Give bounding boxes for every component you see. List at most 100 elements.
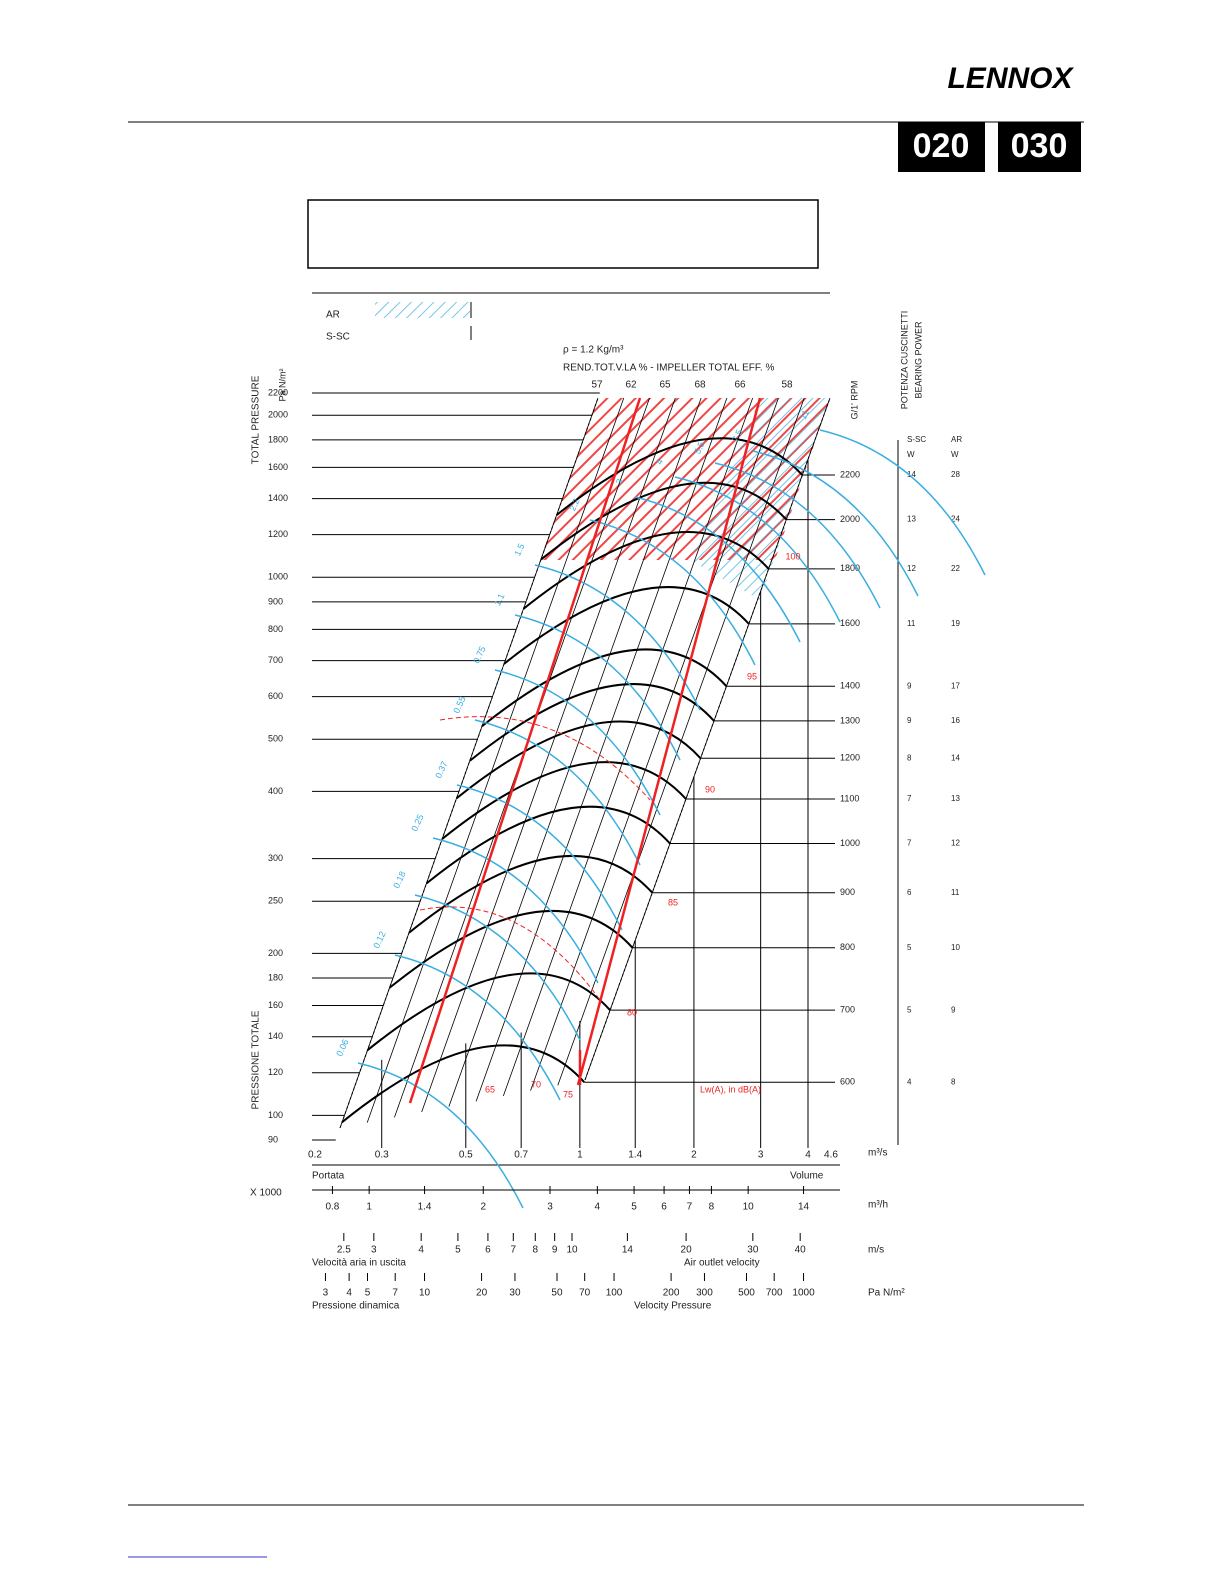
scale-label: 7 <box>392 1288 398 1299</box>
scale-title: Air outlet velocity <box>684 1258 760 1269</box>
efficiency-label: 85 <box>668 897 678 907</box>
rpm-label: 700 <box>840 1005 855 1015</box>
scale-label: 10 <box>419 1288 431 1299</box>
power-label: 7.5 <box>730 428 744 444</box>
efficiency-label: 95 <box>747 671 757 681</box>
scale-label: 14 <box>798 1202 810 1213</box>
scale-label: 0.8 <box>325 1202 339 1213</box>
fan-curve <box>455 720 702 800</box>
bearing-value: 13 <box>951 794 960 803</box>
power-label: 4 <box>654 457 665 466</box>
power-label: 0.55 <box>451 695 467 715</box>
x-tick-label: 3 <box>758 1150 764 1161</box>
scale-label: 7 <box>687 1202 693 1213</box>
model-label: 030 <box>1011 127 1068 165</box>
y-tick-label: 100 <box>268 1110 283 1120</box>
x-tick-label: 0.3 <box>375 1150 389 1161</box>
logo: LENNOX <box>947 62 1074 95</box>
legend-label: AR <box>326 310 340 321</box>
rpm-label: 900 <box>840 887 855 897</box>
power-label: 0.37 <box>433 760 449 780</box>
efficiency-label: 70 <box>531 1079 541 1089</box>
power-label: 0.12 <box>371 930 387 950</box>
fan-curve <box>441 761 687 840</box>
bearing-value: 19 <box>951 619 960 628</box>
scale-label: 3 <box>371 1245 377 1256</box>
bearing-title: BEARING POWER <box>913 321 923 399</box>
bearing-value: 9 <box>951 1005 956 1014</box>
x-tick-label: 4 <box>805 1150 811 1161</box>
rpm-label: 600 <box>840 1077 855 1087</box>
power-curve <box>357 1062 524 1209</box>
scale-label: 1.4 <box>418 1202 432 1213</box>
efficiency-label: 75 <box>563 1089 573 1099</box>
bearing-value: 7 <box>907 839 912 848</box>
x-unit: m³/s <box>868 1148 887 1159</box>
fan-curve <box>556 437 804 516</box>
bearing-value: 22 <box>951 564 960 573</box>
bearing-value: 28 <box>951 470 960 479</box>
power-label: 2.2 <box>567 497 581 513</box>
bearing-value: 9 <box>907 716 912 725</box>
efficiency-top: 58 <box>781 380 793 391</box>
y-tick-label: 600 <box>268 691 283 701</box>
y-tick-label: 1000 <box>268 572 288 582</box>
x-tick-label: 2 <box>691 1150 697 1161</box>
scale-label: 1000 <box>792 1288 815 1299</box>
scale-label: 9 <box>552 1245 558 1256</box>
y-tick-label: 1800 <box>268 434 288 444</box>
scale-label: 2 <box>480 1202 486 1213</box>
bearing-title: POTENZA CUSCINETTI <box>899 311 909 410</box>
scale-title: Velocità aria in uscita <box>312 1258 406 1269</box>
fan-curve <box>366 972 611 1051</box>
fan-curve <box>522 531 770 610</box>
scale-multiplier: X 1000 <box>250 1188 282 1199</box>
scale-label: 3 <box>323 1288 329 1299</box>
scale-title: Pressione dinamica <box>312 1301 400 1312</box>
power-curve <box>474 719 641 866</box>
scale-label: 30 <box>509 1288 521 1299</box>
scale-label: 6 <box>661 1202 667 1213</box>
fan-curve <box>408 855 654 934</box>
efficiency-line <box>408 397 762 1104</box>
power-curve <box>589 519 756 666</box>
scale-label: 4 <box>418 1245 424 1256</box>
legend-swatch <box>375 302 470 318</box>
efficiency-title: REND.TOT.V.LA % - IMPELLER TOTAL EFF. % <box>563 363 774 374</box>
scale-label: 5 <box>631 1202 637 1213</box>
bearing-series-name: AR <box>951 435 962 444</box>
rpm-title: G/1' RPM <box>849 381 859 420</box>
scale-label: 8 <box>709 1202 715 1213</box>
scale-label: 700 <box>766 1288 783 1299</box>
scale-label: 1 <box>366 1202 372 1213</box>
y-tick-label: 2000 <box>268 410 288 420</box>
efficiency-top: 68 <box>694 380 706 391</box>
bearing-value: 13 <box>907 515 916 524</box>
rpm-label: 800 <box>840 942 855 952</box>
bearing-value: 11 <box>951 888 960 897</box>
efficiency-top: 62 <box>625 380 637 391</box>
scale-label: 14 <box>622 1245 634 1256</box>
y-tick-label: 500 <box>268 734 283 744</box>
bearing-value: 4 <box>907 1077 912 1086</box>
efficiency-top: 65 <box>659 380 671 391</box>
legend-label: S-SC <box>326 332 350 343</box>
y-tick-label: 160 <box>268 1000 283 1010</box>
bearing-value: 16 <box>951 716 960 725</box>
scale-label: 4 <box>595 1202 601 1213</box>
rpm-label: 1800 <box>840 563 860 573</box>
scale-label: 300 <box>696 1288 713 1299</box>
fan-curve <box>388 910 634 989</box>
y-tick-label: 140 <box>268 1031 283 1041</box>
scale-unit: m³/h <box>868 1200 888 1211</box>
power-curve <box>394 954 561 1101</box>
efficiency-dash <box>419 716 651 1001</box>
rpm-label: 2200 <box>840 469 860 479</box>
y-tick-label: 700 <box>268 655 283 665</box>
chart-diagonal <box>421 397 676 1113</box>
chart-diagonal <box>366 397 625 1123</box>
power-label: 1.1 <box>492 592 506 608</box>
efficiency-label: 65 <box>485 1084 495 1094</box>
